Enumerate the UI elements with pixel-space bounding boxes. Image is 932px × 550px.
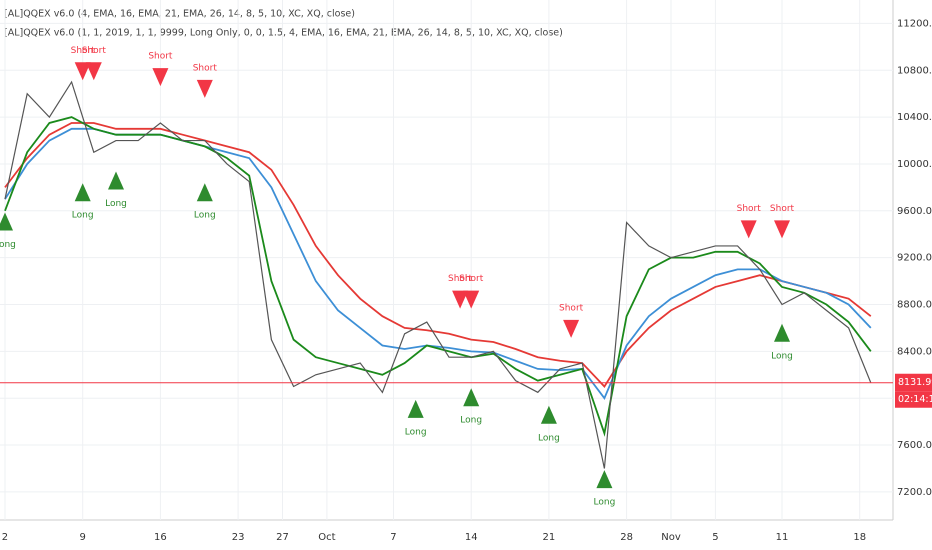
y-tick-label: 10400.00 (897, 112, 932, 123)
short-signal (740, 220, 757, 239)
x-tick-label: 7 (390, 532, 396, 543)
long-signal (74, 183, 91, 202)
y-tick-label: 11200.00 (897, 18, 932, 29)
x-tick-label: Oct (318, 532, 335, 543)
long-signal (463, 388, 480, 407)
series-line (4, 116, 872, 437)
signal-label: Long (460, 416, 482, 426)
y-tick-label: 10000.00 (897, 159, 932, 170)
signal-label: Long (194, 211, 216, 221)
x-tick-label: 21 (543, 532, 556, 543)
indicator-header: [AL]QQEX v6.0 (1, 1, 2019, 1, 1, 9999, L… (4, 28, 563, 39)
x-tick-label: 11 (776, 532, 789, 543)
x-tick-label: 16 (154, 532, 167, 543)
last-price-box (895, 373, 932, 392)
indicator-header: [AL]QQEX v6.0 (4, EMA, 16, EMA, 21, EMA,… (4, 9, 355, 20)
y-tick-label: 8400.00 (897, 346, 932, 357)
x-tick-label: 14 (465, 532, 478, 543)
short-signal (85, 62, 102, 81)
series-line (4, 127, 872, 400)
y-tick-label: 9600.00 (897, 206, 932, 217)
short-signal (74, 62, 91, 81)
short-signal (452, 290, 469, 309)
short-signal (196, 79, 213, 98)
x-tick-label: 18 (853, 532, 866, 543)
x-tick-label: 23 (232, 532, 245, 543)
x-tick-label: 28 (620, 532, 633, 543)
signal-label: Long (771, 351, 793, 361)
signal-label: Long (405, 427, 427, 437)
x-tick-label: 2 (2, 532, 8, 543)
signal-label: Long (105, 199, 127, 209)
x-tick-label: Nov (661, 532, 681, 543)
signal-label: Short (448, 274, 473, 284)
signal-label: Long (72, 211, 94, 221)
countdown-label: 02:14:15 (898, 394, 932, 405)
short-signal (152, 68, 169, 87)
short-signal (773, 220, 790, 239)
signal-label: Short (148, 52, 173, 62)
signal-label: Short (193, 63, 218, 73)
signal-label: Short (82, 46, 107, 56)
signal-label: Short (459, 274, 484, 284)
y-tick-label: 7200.00 (897, 487, 932, 498)
signal-label: Short (559, 303, 584, 313)
x-tick-label: 27 (276, 532, 289, 543)
signal-label: Long (0, 240, 16, 250)
signal-label: Long (594, 498, 616, 508)
signal-label: Long (538, 433, 560, 443)
y-tick-label: 10800.00 (897, 65, 932, 76)
x-tick-label: 9 (80, 532, 86, 543)
short-signal (563, 319, 580, 338)
long-signal (596, 470, 613, 489)
short-signal (463, 290, 480, 309)
long-signal (107, 171, 124, 190)
series-line (4, 122, 872, 388)
signal-label: Short (71, 46, 96, 56)
countdown-box (895, 391, 932, 408)
long-signal (540, 405, 557, 424)
y-tick-label: 7600.00 (897, 440, 932, 451)
y-tick-label: 9200.00 (897, 253, 932, 264)
x-tick-label: 5 (712, 532, 718, 543)
long-signal (773, 323, 790, 342)
y-tick-label: 8800.00 (897, 300, 932, 311)
signal-label: Short (770, 204, 795, 214)
last-price-label: 8131.99 (898, 377, 932, 388)
long-signal (0, 212, 13, 231)
long-signal (196, 183, 213, 202)
long-signal (407, 399, 424, 418)
series-line (4, 80, 872, 469)
signal-label: Short (737, 204, 762, 214)
